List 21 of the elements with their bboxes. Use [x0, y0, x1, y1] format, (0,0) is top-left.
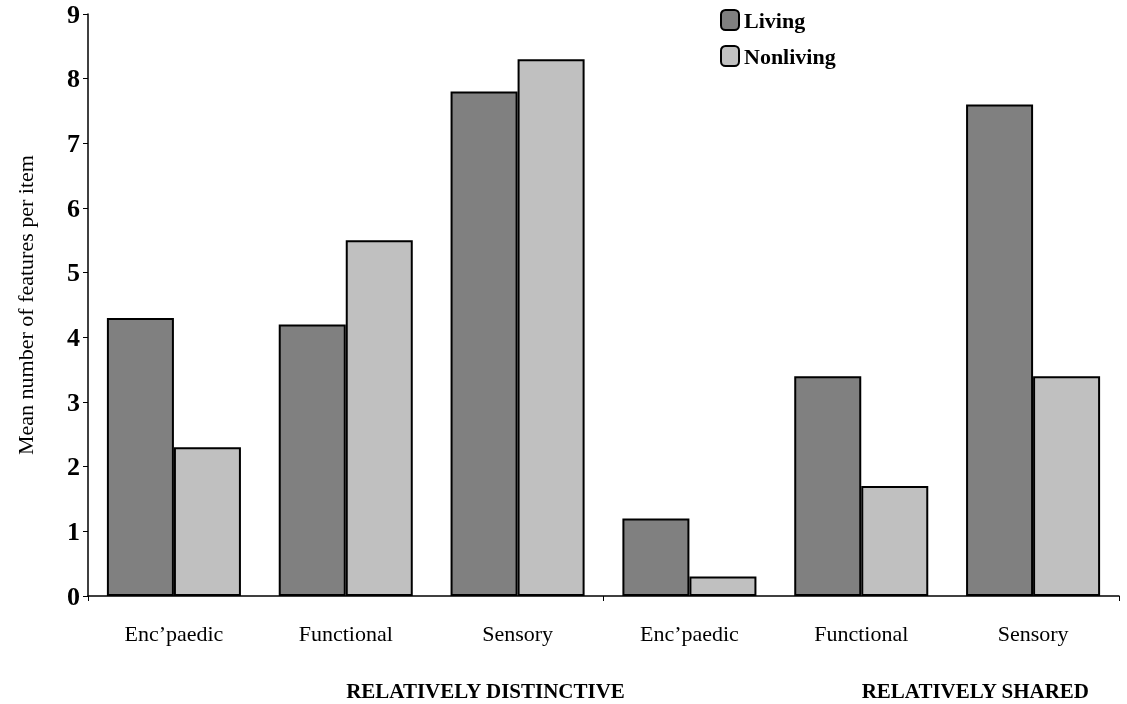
y-axis-title: Mean number of features per item: [12, 155, 38, 455]
y-tick-label: 7: [67, 128, 80, 158]
y-tick-label: 0: [67, 581, 80, 611]
x-tick-label: Functional: [298, 620, 393, 646]
y-tick-label: 6: [67, 193, 80, 223]
x-tick-label: Enc’paedic: [639, 620, 740, 646]
y-tick-label: 4: [67, 322, 80, 352]
legend-label: Nonliving: [744, 43, 836, 69]
x-tick-label: Enc’paedic: [124, 620, 224, 646]
y-tick-label: 5: [67, 258, 80, 288]
y-tick-label: 2: [67, 452, 80, 482]
y-tick-label: 9: [67, 0, 80, 29]
legend-label: Living: [744, 7, 806, 33]
x-tick-label: Sensory: [997, 620, 1069, 646]
y-tick-label: 8: [67, 64, 80, 94]
x-tick-label: Functional: [814, 620, 909, 646]
y-tick-label: 1: [67, 516, 80, 546]
y-tick-label: 3: [67, 387, 80, 417]
x-tick-label: Sensory: [482, 620, 554, 646]
text: RELATIVELY SHARED: [861, 678, 1090, 703]
text: RELATIVELY DISTINCTIVE: [346, 678, 625, 703]
